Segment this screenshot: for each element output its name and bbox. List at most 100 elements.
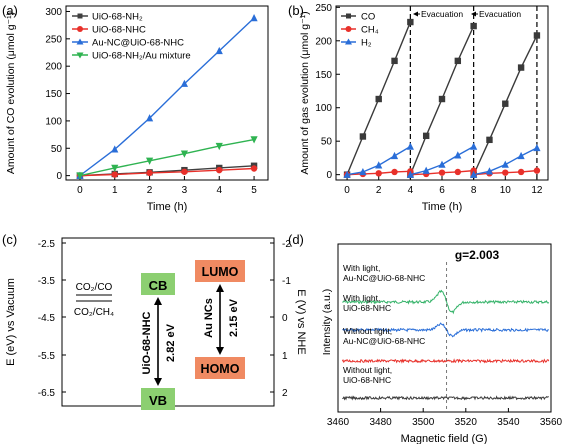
b-y-tick-label: 0	[326, 170, 332, 181]
b-x-tick-label: 2	[376, 185, 382, 196]
a-x-tick-label: 0	[77, 185, 83, 196]
evacuation-annotation-2: Evacuation	[471, 9, 521, 19]
a-legend-label: Au-NC@UiO-68-NHC	[92, 38, 184, 49]
d-spectrum-label: With light,	[343, 293, 380, 303]
b-y-tick-label: 200	[315, 36, 332, 47]
nc-gap-label: 2.15 eV	[228, 298, 240, 337]
b-xlabel: Time (h)	[422, 201, 463, 213]
arrowhead-down	[216, 347, 224, 355]
b-data-point	[470, 142, 478, 150]
a-series-line-2	[79, 167, 255, 177]
homo-label: HOMO	[201, 362, 240, 376]
b-data-point	[485, 167, 494, 175]
a-y-tick-label: 150	[45, 89, 62, 100]
c-left-tick-label: -2.5	[38, 239, 56, 250]
b-data-point	[470, 170, 478, 178]
vb-box	[141, 388, 175, 410]
a-y-tick-label: 100	[45, 116, 62, 127]
a-data-point	[250, 165, 258, 172]
panel-label-d: (d)	[288, 232, 304, 247]
b-y-tick-label: 150	[315, 70, 332, 81]
b-data-point	[533, 32, 541, 39]
b-data-point	[390, 151, 399, 160]
b-data-point	[470, 22, 477, 30]
a-data-point	[216, 166, 223, 174]
a-legend-label: UiO-68-NHC	[92, 25, 146, 36]
d-spectrum-1	[342, 289, 550, 315]
arrowhead-up	[154, 297, 162, 305]
b-data-point	[501, 160, 509, 168]
b-data-point	[422, 166, 430, 174]
a-y-tick-label: 0	[56, 171, 62, 182]
chart-panel-b: Amount of gas evolution (μmol g⁻¹) Time …	[299, 3, 549, 213]
d-spectrum-label: UiO-68-NHC	[343, 375, 391, 385]
a-data-point	[250, 14, 258, 22]
d-spectrum-label: UiO-68-NHC	[343, 303, 391, 313]
b-data-point	[454, 168, 462, 176]
b-data-point	[454, 151, 462, 159]
b-data-point	[454, 57, 462, 65]
d-spectrum-4	[342, 395, 549, 401]
b-data-point	[407, 18, 414, 26]
a-legend-entry-3: Au-NC@UiO-68-NHC	[72, 38, 184, 49]
b-data-point	[359, 167, 367, 176]
nc-name-label: Au NCs	[203, 298, 215, 338]
a-y-tick-label: 200	[45, 62, 62, 73]
d-x-tick-label: 3540	[497, 417, 520, 428]
arrowhead-up	[216, 284, 224, 292]
a-data-point	[146, 169, 153, 177]
d-spectrum-label: Au-NC@UiO-68-NHC	[343, 336, 425, 346]
a-data-point	[111, 164, 119, 172]
d-spectrum-label: Without light,	[343, 365, 392, 375]
b-data-point	[343, 170, 351, 178]
a-data-point	[111, 145, 119, 153]
c-right-tick-label: -1	[282, 276, 291, 287]
b-data-point	[517, 168, 525, 176]
a-data-point	[180, 79, 189, 87]
d-x-tick-label: 3460	[327, 417, 350, 428]
b-legend-label: H₂	[361, 38, 372, 49]
c-left-ticks	[62, 242, 274, 393]
b-data-point	[359, 133, 367, 140]
b-ylabel: Amount of gas evolution (μmol g⁻¹)	[299, 11, 311, 174]
b-data-point	[391, 57, 398, 65]
a-data-point	[76, 172, 84, 180]
a-legend-entry-2: UiO-68-NHC	[72, 25, 146, 36]
a-y-tick-label: 250	[45, 34, 62, 45]
a-series-line-3	[79, 17, 255, 177]
lumo-label: LUMO	[202, 265, 239, 279]
a-series-line-4	[79, 138, 255, 177]
chart-panel-d: Intensity (a.u.) Magnetic field (G) g=2.…	[321, 243, 563, 444]
c-left-tick-label: -4.5	[38, 313, 56, 324]
a-data-point	[215, 46, 223, 55]
evacuation-label: Evacuation	[479, 9, 521, 19]
chart-panel-a: Amount of CO evolution (μmol g⁻¹) Time (…	[5, 5, 269, 213]
b-data-point	[406, 170, 414, 178]
d-spectrum-label: With light,	[343, 263, 380, 273]
a-data-point	[180, 150, 189, 158]
evacuation-annotation-1: Evacuation	[413, 9, 463, 19]
a-data-point	[145, 157, 154, 165]
mof-gap-label: 2.82 eV	[165, 323, 177, 362]
d-x-tick-label: 3480	[369, 417, 392, 428]
a-legend-label: UiO-68-NH₂	[92, 12, 143, 23]
a-legend-entry-4: UiO-68-NH₂/Au mixture	[72, 51, 191, 62]
b-legend: CO CH₄ H₂	[341, 12, 379, 49]
homo-box	[195, 357, 245, 379]
b-x-tick-label: 4	[408, 185, 414, 196]
b-data-point	[375, 161, 383, 169]
b-y-tick-label: 100	[315, 103, 332, 114]
vb-label: VB	[149, 393, 167, 408]
d-spectrum-label: Without light,	[343, 326, 392, 336]
a-x-tick-label: 3	[182, 185, 188, 196]
energy-diagram-panel-c: E (eV) vs Vacuum E (V) vs NHE -2.5 -3.5 …	[5, 237, 307, 410]
d-spectrum-2	[342, 322, 549, 338]
b-data-point	[438, 95, 446, 103]
d-x-tick-label: 3560	[540, 417, 563, 428]
c-right-tick-label: 0	[282, 313, 288, 324]
b-y-tick-label: 50	[321, 137, 333, 148]
b-legend-label: CH₄	[361, 25, 379, 36]
b-legend-entry-2: CH₄	[341, 25, 379, 36]
a-xlabel: Time (h)	[147, 201, 188, 213]
